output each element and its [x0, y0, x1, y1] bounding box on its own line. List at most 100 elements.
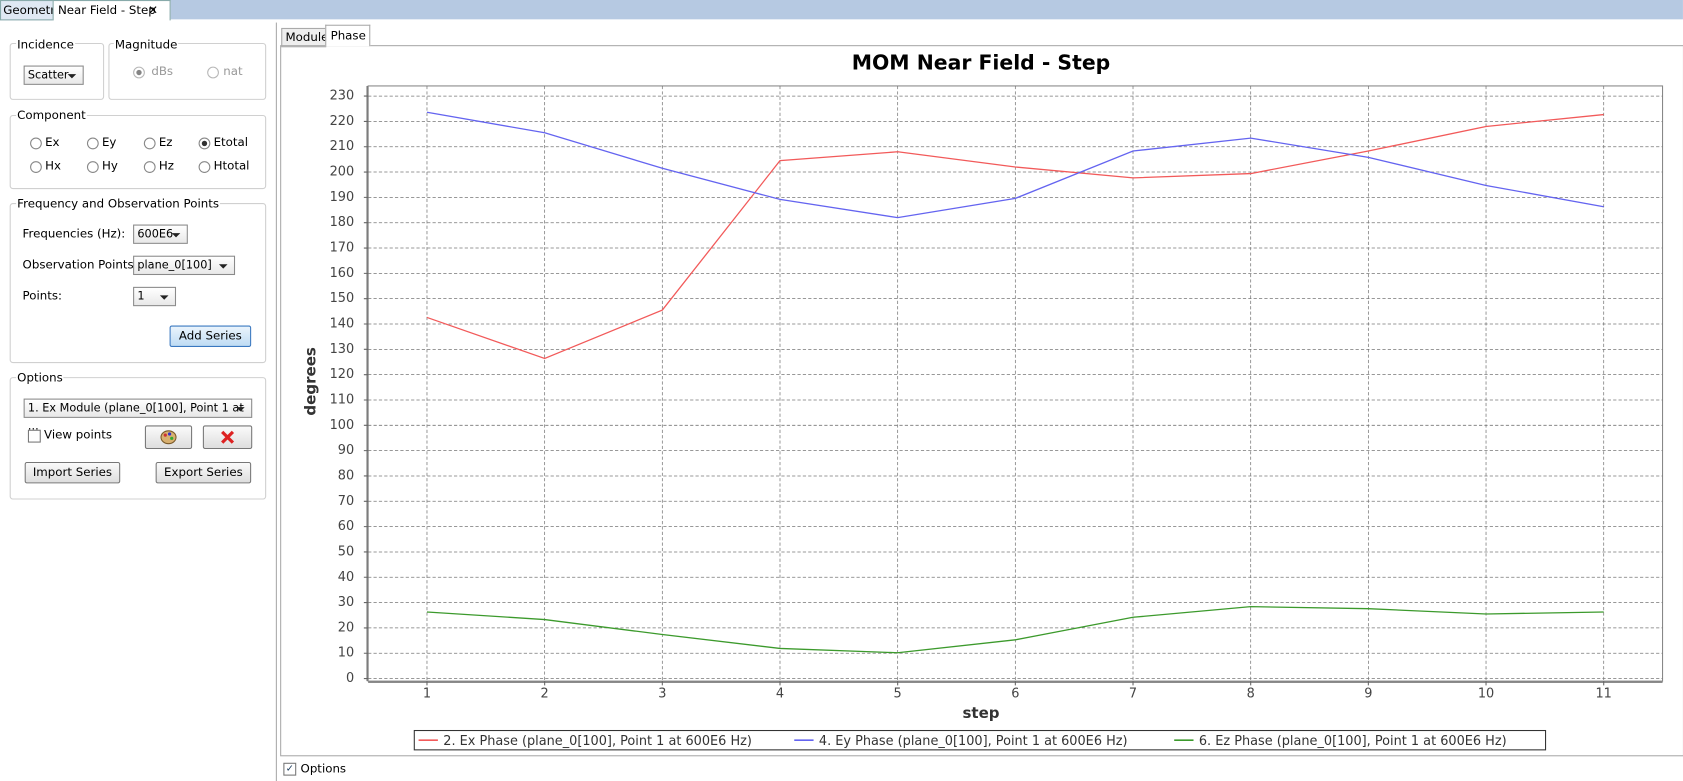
tab-active[interactable]: Near Field - Step ✕	[52, 0, 171, 21]
y-tick-label: 200	[330, 165, 355, 180]
button[interactable]: Export Series	[155, 461, 252, 484]
series-line	[426, 606, 1604, 654]
group	[9, 377, 267, 500]
button[interactable]: Add Series	[169, 325, 252, 347]
y-tick-label: 0	[346, 671, 354, 686]
radio-label: dBs	[151, 64, 174, 79]
group-label: Frequency and Observation Points	[16, 196, 221, 211]
dropdown[interactable]: 600E6	[133, 224, 188, 244]
x-tick-label: 1	[423, 686, 431, 701]
y-tick-label: 60	[338, 519, 354, 534]
legend-label: 2. Ex Phase (plane_0[100], Point 1 at 60…	[443, 734, 752, 749]
y-tick-label: 80	[338, 468, 354, 483]
y-tick-label: 140	[330, 317, 355, 332]
dropdown[interactable]: plane_0[100]	[133, 255, 236, 276]
delete-icon	[221, 430, 235, 444]
series-line	[426, 113, 1604, 360]
y-tick-label: 70	[338, 494, 354, 509]
y-tick-label: 160	[330, 266, 355, 281]
dropdown[interactable]: 1	[133, 286, 177, 307]
chart-tab-active[interactable]: Phase	[325, 24, 371, 47]
radio[interactable]	[198, 137, 211, 150]
splitter	[275, 22, 277, 781]
radio[interactable]	[198, 161, 211, 173]
y-tick-label: 90	[338, 443, 354, 458]
y-tick-label: 30	[338, 595, 354, 610]
x-tick-label: 8	[1247, 686, 1255, 701]
radio-label: Hy	[101, 158, 118, 173]
group-label: Magnitude	[113, 37, 179, 52]
group-label: Options	[16, 370, 64, 385]
checkbox[interactable]	[27, 429, 41, 443]
radio[interactable]	[86, 137, 99, 150]
checkbox-label: View points	[44, 427, 113, 442]
radio[interactable]	[133, 66, 145, 79]
y-tick-label: 220	[330, 114, 355, 129]
radio[interactable]	[30, 161, 42, 173]
x-axis-label: step	[962, 704, 999, 722]
y-tick-label: 120	[330, 367, 355, 382]
x-tick-label: 2	[541, 686, 549, 701]
dropdown[interactable]: 1. Ex Module (plane_0[100], Point 1 at .…	[23, 398, 253, 433]
chart: MOM Near Field - Step step degrees 0 10 20…	[302, 50, 1664, 751]
y-tick-label: 130	[330, 342, 355, 357]
delete-button[interactable]	[202, 425, 253, 450]
x-tick-label: 6	[1011, 686, 1019, 701]
legend	[413, 729, 1547, 751]
y-tick-label: 230	[330, 89, 355, 104]
x-tick-label: 10	[1478, 686, 1494, 701]
radio-label: Htotal	[213, 158, 250, 173]
chart-tab[interactable]: Module	[281, 27, 328, 48]
y-tick-label: 40	[338, 570, 354, 585]
y-tick-label: 100	[330, 418, 355, 433]
y-tick-label: 10	[338, 646, 354, 661]
radio-label: nat	[223, 64, 243, 79]
group-label: Component	[16, 108, 87, 123]
radio[interactable]	[86, 161, 99, 173]
field-label: Observation Points:	[22, 257, 138, 272]
radio-label: Hx	[45, 158, 61, 173]
radio[interactable]	[143, 137, 156, 150]
checkbox[interactable]: ✓	[283, 762, 297, 776]
x-tick-label: 4	[776, 686, 784, 701]
radio-label: Ez	[158, 135, 173, 150]
chart-title: MOM Near Field - Step	[852, 50, 1111, 74]
tab-bar	[0, 0, 1683, 20]
tab-label: Near Field - Step	[57, 3, 156, 18]
y-tick-label: 50	[338, 544, 354, 559]
dropdown[interactable]: Scatter	[23, 65, 84, 85]
radio-label: Ey	[101, 135, 117, 150]
field-label: Points:	[22, 288, 62, 303]
y-tick-label: 150	[330, 291, 355, 306]
radio[interactable]	[30, 137, 42, 150]
field-label: Frequencies (Hz):	[22, 226, 126, 241]
x-tick-label: 11	[1596, 686, 1612, 701]
radio[interactable]	[143, 161, 156, 173]
legend-label: 6. Ez Phase (plane_0[100], Point 1 at 60…	[1199, 734, 1507, 749]
x-tick-label: 9	[1364, 686, 1372, 701]
radio[interactable]	[207, 66, 219, 79]
x-tick-label: 5	[894, 686, 902, 701]
radio-label: Etotal	[213, 135, 249, 150]
tab[interactable]: Geometry	[0, 0, 62, 21]
close-icon[interactable]: ✕	[148, 3, 159, 18]
y-tick-label: 20	[338, 620, 354, 635]
y-tick-label: 210	[330, 139, 355, 154]
color-button[interactable]	[144, 425, 193, 450]
series-line	[426, 111, 1604, 219]
y-tick-label: 190	[330, 190, 355, 205]
radio-label: Hz	[158, 158, 174, 173]
palette-icon	[160, 430, 177, 445]
y-tick-label: 170	[330, 241, 355, 256]
button[interactable]: Import Series	[24, 461, 121, 484]
y-axis-label: degrees	[302, 347, 320, 415]
checkbox-label: Options	[300, 761, 347, 776]
group	[9, 114, 267, 190]
x-tick-label: 3	[658, 686, 666, 701]
group-label: Incidence	[16, 37, 75, 52]
y-tick-label: 110	[330, 392, 355, 407]
group	[108, 42, 267, 100]
legend-label: 4. Ey Phase (plane_0[100], Point 1 at 60…	[819, 734, 1128, 749]
y-tick-label: 180	[330, 215, 355, 230]
